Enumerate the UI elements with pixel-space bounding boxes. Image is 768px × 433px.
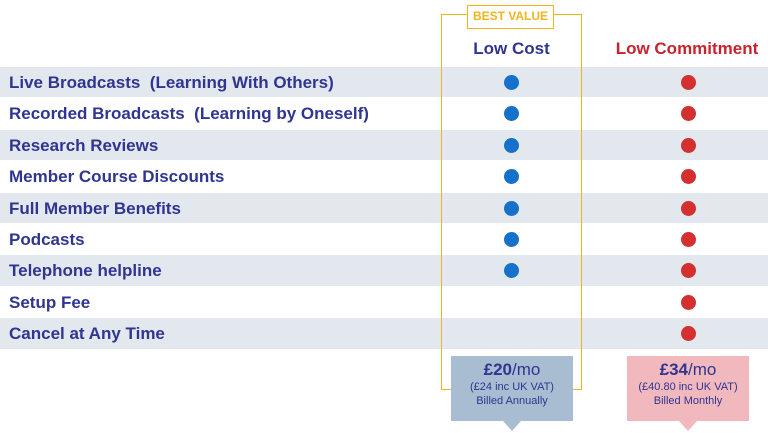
monthly-price-unit: /mo xyxy=(688,360,717,379)
table-row: Research Reviews xyxy=(0,129,768,162)
table-row: Telephone helpline xyxy=(0,255,768,287)
best-value-badge: BEST VALUE xyxy=(467,5,554,29)
red-dot-icon xyxy=(681,263,696,279)
low-commitment-column-heading: Low Commitment xyxy=(615,39,759,58)
annual-billing-note: Billed Annually xyxy=(476,395,548,407)
monthly-price: £34/mo xyxy=(627,360,749,380)
red-dot-icon xyxy=(681,231,696,247)
table-row: Recorded Broadcasts (Learning by Oneself… xyxy=(0,98,768,130)
feature-label: Telephone helpline xyxy=(9,261,162,281)
monthly-billing-note: Billed Monthly xyxy=(653,395,723,407)
feature-label: Recorded Broadcasts (Learning by Oneself… xyxy=(9,104,369,124)
annual-price: £20/mo xyxy=(451,360,573,380)
annual-price-amount: £20 xyxy=(483,360,513,379)
annual-plan-price-card[interactable]: £20/mo (£24 inc UK VAT) Billed Annually xyxy=(451,356,573,421)
annual-price-unit: /mo xyxy=(512,360,541,379)
table-row: Podcasts xyxy=(0,224,768,256)
table-row: Member Course Discounts xyxy=(0,161,768,193)
annual-card-pointer-icon xyxy=(503,421,521,431)
feature-label: Setup Fee xyxy=(9,292,91,312)
feature-label: Member Course Discounts xyxy=(9,167,225,187)
feature-comparison-table: Live Broadcasts (Learning With Others) Re… xyxy=(0,67,768,350)
red-dot-icon xyxy=(681,75,696,90)
table-row: Live Broadcasts (Learning With Others) xyxy=(0,67,768,99)
red-dot-icon xyxy=(681,106,696,122)
feature-label: Cancel at Any Time xyxy=(9,324,165,344)
blue-dot-icon xyxy=(504,200,519,216)
red-dot-icon xyxy=(681,200,696,216)
feature-label: Live Broadcasts (Learning With Others) xyxy=(9,73,334,92)
blue-dot-icon xyxy=(504,106,519,122)
feature-label: Podcasts xyxy=(9,229,85,249)
blue-dot-icon xyxy=(504,137,519,153)
table-row: Setup Fee xyxy=(0,287,768,319)
red-dot-icon xyxy=(681,326,696,342)
monthly-price-vat: (£40.80 inc UK VAT) xyxy=(638,381,738,393)
table-row: Cancel at Any Time xyxy=(0,318,768,350)
red-dot-icon xyxy=(681,137,696,153)
feature-label: Research Reviews xyxy=(9,135,159,155)
low-cost-column-heading: Low Cost xyxy=(473,39,550,58)
blue-dot-icon xyxy=(504,263,519,279)
monthly-plan-price-card[interactable]: £34/mo (£40.80 inc UK VAT) Billed Monthl… xyxy=(627,356,749,421)
feature-label: Full Member Benefits xyxy=(9,198,181,218)
red-dot-icon xyxy=(681,294,696,310)
annual-price-vat: (£24 inc UK VAT) xyxy=(470,381,554,393)
table-row: Full Member Benefits xyxy=(0,192,768,224)
blue-dot-icon xyxy=(504,231,519,247)
monthly-card-pointer-icon xyxy=(679,421,697,431)
red-dot-icon xyxy=(681,169,696,185)
blue-dot-icon xyxy=(504,169,519,185)
blue-dot-icon xyxy=(504,75,519,90)
monthly-price-amount: £34 xyxy=(659,360,689,379)
